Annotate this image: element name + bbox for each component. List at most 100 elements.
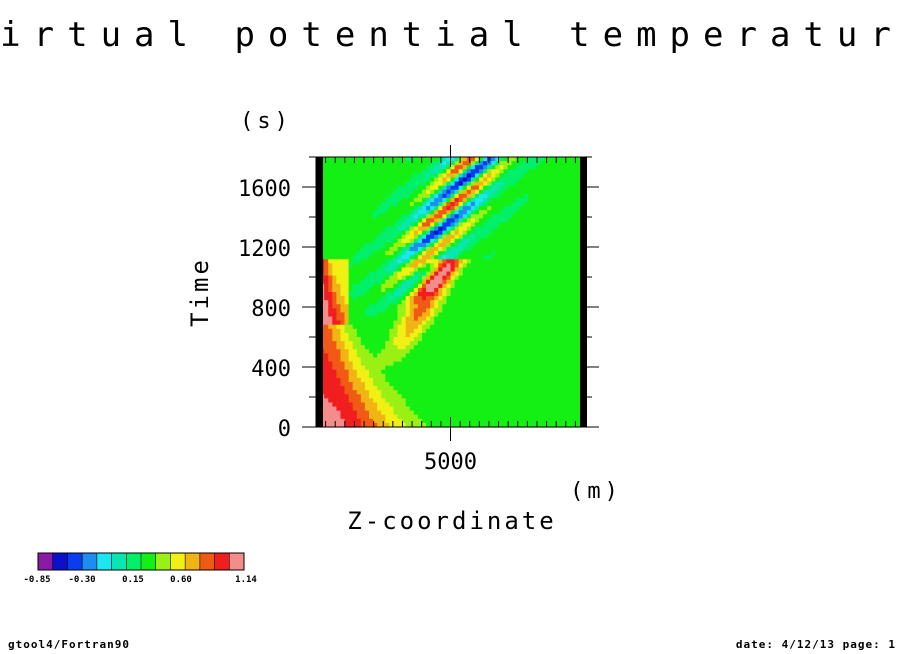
heat-cell xyxy=(564,275,570,281)
heat-cell xyxy=(544,263,549,269)
heat-cell xyxy=(324,218,329,224)
heat-cell xyxy=(352,210,358,215)
heat-cell xyxy=(495,238,501,244)
heat-cell xyxy=(434,242,439,248)
heat-cell xyxy=(527,230,533,236)
heat-cell xyxy=(373,332,378,338)
heat-cell xyxy=(458,414,464,420)
heat-cell xyxy=(474,283,480,289)
heat-cell xyxy=(572,275,578,281)
heat-cell xyxy=(487,361,492,367)
heat-cell xyxy=(540,214,545,219)
heat-cell xyxy=(548,390,553,395)
heat-cell xyxy=(491,259,496,264)
heat-cell xyxy=(576,214,582,219)
heat-cell xyxy=(466,341,472,346)
heat-cell xyxy=(576,377,582,383)
heat-cell xyxy=(373,267,378,273)
heat-cell xyxy=(548,275,553,281)
heat-cell xyxy=(434,189,439,195)
heat-cell xyxy=(332,197,337,203)
heat-cell xyxy=(572,410,578,416)
heat-cell xyxy=(348,382,354,387)
heat-cell xyxy=(381,312,386,318)
heat-cell xyxy=(393,157,399,162)
heat-cell xyxy=(556,349,562,354)
heat-cell xyxy=(438,259,443,264)
heat-cell xyxy=(532,386,537,391)
heat-cell xyxy=(389,251,395,256)
heat-cell xyxy=(385,287,390,293)
heat-cell xyxy=(507,242,513,248)
heat-cell xyxy=(328,247,333,252)
heat-cell xyxy=(474,275,480,281)
colorbar-swatch xyxy=(170,553,186,570)
heat-cell xyxy=(360,369,366,375)
heat-cell xyxy=(340,406,346,412)
heat-cell xyxy=(454,222,460,228)
heat-cell xyxy=(499,185,505,191)
heat-cell xyxy=(564,255,570,260)
heat-cell xyxy=(442,369,448,375)
heat-cell xyxy=(397,390,403,395)
heat-cell xyxy=(360,365,366,371)
heat-cell xyxy=(511,328,517,334)
heat-cell xyxy=(572,402,578,408)
heat-cell xyxy=(393,394,399,399)
heat-cell xyxy=(515,210,521,215)
heat-cell xyxy=(377,251,382,256)
heat-cell xyxy=(556,210,562,215)
heat-cell xyxy=(389,418,395,424)
heat-cell xyxy=(328,320,333,326)
heat-cell xyxy=(389,361,395,367)
heat-cell xyxy=(413,332,419,338)
heat-cell xyxy=(487,373,492,379)
heat-cell xyxy=(344,226,350,232)
heat-cell xyxy=(421,402,427,408)
heat-cell xyxy=(536,238,541,244)
heat-cell xyxy=(503,271,509,277)
heat-cell xyxy=(401,230,407,236)
heat-cell xyxy=(499,251,505,256)
heat-cell xyxy=(381,414,386,420)
heat-cell xyxy=(336,390,342,395)
heat-cell xyxy=(495,185,501,191)
heat-cell xyxy=(450,332,456,338)
heat-cell xyxy=(572,312,578,318)
heat-cell xyxy=(409,353,415,359)
heat-cell xyxy=(352,398,358,404)
heat-cell xyxy=(523,271,529,277)
heat-cell xyxy=(503,279,509,285)
heat-cell xyxy=(466,251,472,256)
heat-cell xyxy=(450,337,456,342)
heat-cell xyxy=(397,328,403,334)
heat-cell xyxy=(324,398,329,404)
heat-cell xyxy=(503,328,509,334)
heat-cell xyxy=(511,345,517,350)
heat-cell xyxy=(356,181,362,187)
heat-cell xyxy=(470,181,476,187)
heat-cell xyxy=(360,247,366,252)
heat-cell xyxy=(540,394,545,399)
heat-cell xyxy=(368,202,374,207)
heat-cell xyxy=(430,337,435,342)
heat-cell xyxy=(499,275,505,281)
heat-cell xyxy=(556,206,562,211)
heat-cell xyxy=(499,169,505,174)
heat-cell xyxy=(564,226,570,232)
heat-cell xyxy=(564,353,570,359)
heat-cell xyxy=(556,275,562,281)
heat-cell xyxy=(507,263,513,269)
heat-cell xyxy=(470,255,476,260)
heat-cell xyxy=(413,157,419,162)
heat-cell xyxy=(556,202,562,207)
heat-cell xyxy=(487,230,492,236)
heat-cell xyxy=(532,238,537,244)
heat-cell xyxy=(560,238,566,244)
heat-cell xyxy=(523,377,529,383)
heat-cell xyxy=(454,353,460,359)
heat-cell xyxy=(458,349,464,354)
heat-cell xyxy=(401,177,407,183)
heat-cell xyxy=(405,349,411,354)
heat-cell xyxy=(560,369,566,375)
